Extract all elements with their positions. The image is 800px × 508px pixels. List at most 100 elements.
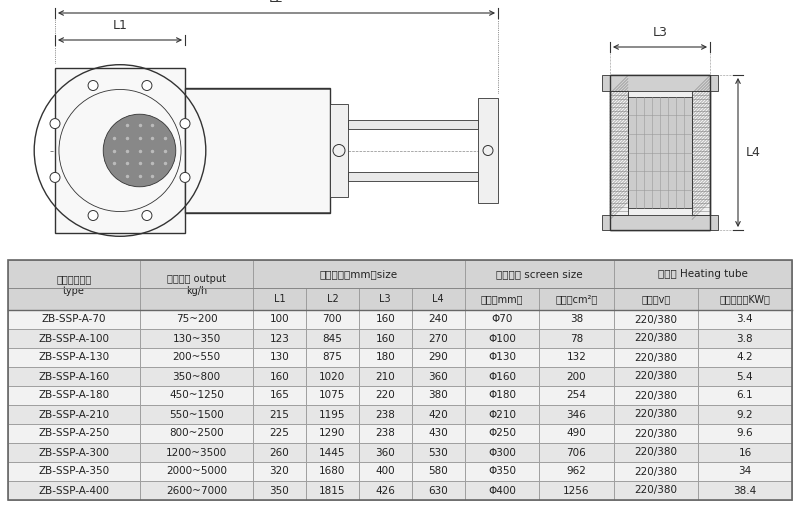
Bar: [306, 462, 359, 481]
Text: 530: 530: [428, 448, 448, 458]
Bar: [8, 462, 140, 481]
Text: 132: 132: [566, 353, 586, 363]
Text: 3.4: 3.4: [737, 314, 754, 325]
Bar: [465, 310, 539, 329]
Text: 240: 240: [428, 314, 448, 325]
Bar: [539, 386, 614, 405]
Bar: [306, 443, 359, 462]
Text: 700: 700: [322, 314, 342, 325]
Circle shape: [103, 114, 176, 187]
Bar: [348, 119, 478, 129]
Bar: [614, 462, 698, 481]
Bar: [614, 288, 698, 310]
Bar: [140, 424, 253, 443]
Bar: [412, 310, 465, 329]
Text: Φ70: Φ70: [491, 314, 513, 325]
Bar: [8, 424, 140, 443]
Text: 220/380: 220/380: [634, 448, 678, 458]
Text: 160: 160: [375, 333, 395, 343]
Text: 220/380: 220/380: [634, 314, 678, 325]
Text: 1680: 1680: [319, 466, 346, 477]
Text: 290: 290: [428, 353, 448, 363]
Text: 220/380: 220/380: [634, 371, 678, 382]
Bar: [8, 405, 140, 424]
Bar: [412, 348, 465, 367]
Text: 380: 380: [428, 391, 448, 400]
Text: ZB-SSP-A-400: ZB-SSP-A-400: [38, 486, 110, 495]
Text: 100: 100: [270, 314, 290, 325]
Text: 225: 225: [270, 429, 290, 438]
Text: L3: L3: [379, 294, 391, 304]
Bar: [55, 68, 185, 233]
Circle shape: [88, 210, 98, 220]
Bar: [253, 310, 306, 329]
Text: Φ210: Φ210: [488, 409, 516, 420]
Bar: [140, 310, 253, 329]
Text: ZB-SSP-A-160: ZB-SSP-A-160: [38, 371, 110, 382]
Text: 962: 962: [566, 466, 586, 477]
Text: 16: 16: [738, 448, 751, 458]
Bar: [140, 386, 253, 405]
Text: 加热器 Heating tube: 加热器 Heating tube: [658, 269, 748, 279]
Text: 1200~3500: 1200~3500: [166, 448, 227, 458]
Text: 1195: 1195: [319, 409, 346, 420]
Bar: [8, 443, 140, 462]
Text: Φ100: Φ100: [488, 333, 516, 343]
Text: 346: 346: [566, 409, 586, 420]
Bar: [359, 288, 412, 310]
Bar: [140, 367, 253, 386]
Circle shape: [142, 210, 152, 220]
Bar: [8, 260, 792, 500]
Text: 130: 130: [270, 353, 290, 363]
Text: 220/380: 220/380: [634, 466, 678, 477]
Bar: [698, 462, 792, 481]
Bar: [478, 98, 498, 203]
Text: 426: 426: [375, 486, 395, 495]
Bar: [359, 367, 412, 386]
Bar: [253, 405, 306, 424]
Bar: [614, 481, 698, 500]
Bar: [8, 260, 140, 310]
Text: 215: 215: [270, 409, 290, 420]
Text: 加热功率（KW）: 加热功率（KW）: [719, 294, 770, 304]
Bar: [698, 288, 792, 310]
Text: L4: L4: [746, 146, 761, 159]
Text: 1815: 1815: [319, 486, 346, 495]
Bar: [465, 329, 539, 348]
Text: 滤网尺寸 screen size: 滤网尺寸 screen size: [496, 269, 582, 279]
Bar: [359, 462, 412, 481]
Text: ZB-SSP-A-130: ZB-SSP-A-130: [38, 353, 110, 363]
Bar: [698, 310, 792, 329]
Bar: [412, 481, 465, 500]
Bar: [539, 348, 614, 367]
Text: 1445: 1445: [319, 448, 346, 458]
Bar: [614, 367, 698, 386]
Text: 6.1: 6.1: [737, 391, 754, 400]
Text: 1256: 1256: [563, 486, 590, 495]
Bar: [602, 214, 718, 230]
Bar: [348, 172, 478, 181]
Text: 238: 238: [375, 409, 395, 420]
Bar: [330, 104, 348, 197]
Bar: [614, 443, 698, 462]
Bar: [359, 310, 412, 329]
Text: 220/380: 220/380: [634, 486, 678, 495]
Text: 210: 210: [375, 371, 395, 382]
Text: 360: 360: [428, 371, 448, 382]
Text: 220/380: 220/380: [634, 353, 678, 363]
Text: 9.6: 9.6: [737, 429, 754, 438]
Bar: [140, 260, 253, 310]
Bar: [140, 405, 253, 424]
Bar: [306, 481, 359, 500]
Circle shape: [142, 80, 152, 90]
Bar: [412, 462, 465, 481]
Circle shape: [180, 118, 190, 129]
Text: 160: 160: [270, 371, 290, 382]
Bar: [306, 405, 359, 424]
Text: Φ160: Φ160: [488, 371, 516, 382]
Bar: [253, 288, 306, 310]
Bar: [465, 405, 539, 424]
Text: 1020: 1020: [319, 371, 346, 382]
Text: 直径（mm）: 直径（mm）: [481, 294, 523, 304]
Text: 220: 220: [375, 391, 395, 400]
